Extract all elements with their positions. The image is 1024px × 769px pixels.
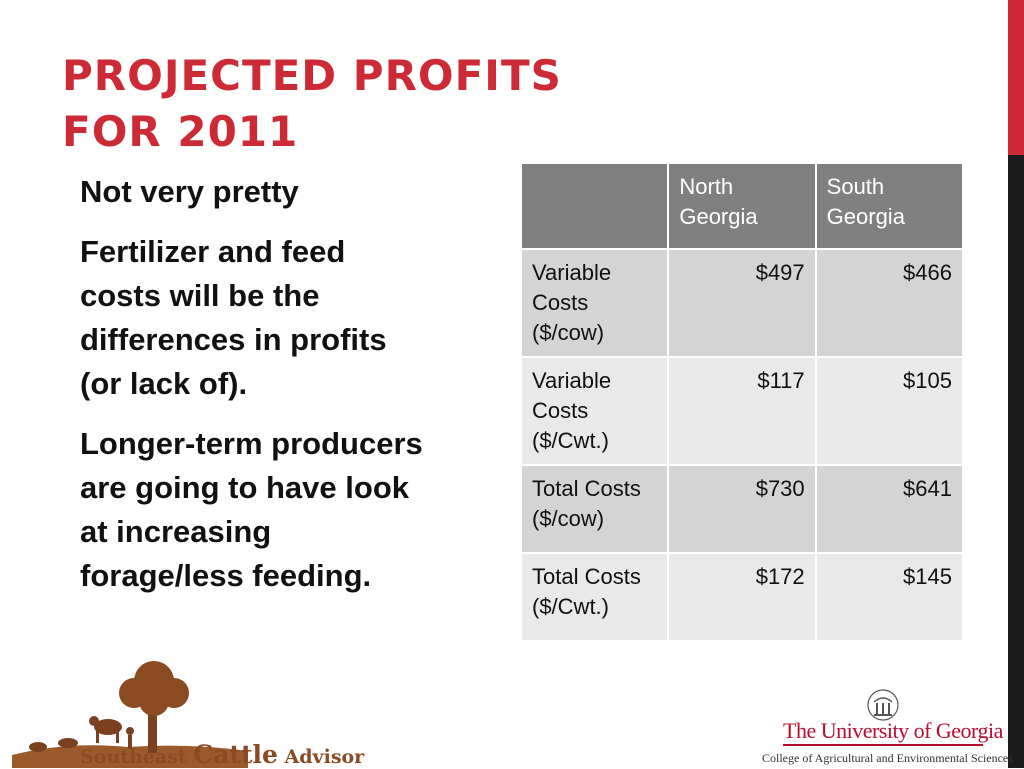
table-header-row: North Georgia South Georgia xyxy=(519,162,965,250)
uga-college: College of Agricultural and Environmenta… xyxy=(762,751,1013,765)
logo-word-cattle: Cattle xyxy=(193,740,278,769)
header-south-georgia: South Georgia xyxy=(814,162,965,250)
table-row: Variable Costs ($/Cwt.) $117 $105 xyxy=(519,356,965,466)
header-north-georgia: North Georgia xyxy=(667,162,817,250)
table-row: Variable Costs ($/cow) $497 $466 xyxy=(519,248,965,358)
north-value: $497 xyxy=(667,248,817,358)
table-row: Total Costs ($/Cwt.) $172 $145 xyxy=(519,552,965,642)
accent-bar-red xyxy=(1008,0,1024,155)
logo-wordmark: Southeast Cattle Advisor xyxy=(80,740,364,769)
bullet-list: Not very pretty Fertilizer and feed cost… xyxy=(80,170,430,614)
south-value: $641 xyxy=(814,464,965,554)
row-label: Total Costs ($/Cwt.) xyxy=(519,552,670,642)
logo-word-advisor: Advisor xyxy=(284,746,365,768)
southeast-cattle-advisor-logo xyxy=(12,661,248,768)
row-label: Variable Costs ($/Cwt.) xyxy=(519,356,670,466)
uga-name: The University of Georgia xyxy=(783,718,1003,743)
header-empty xyxy=(519,162,670,250)
south-value: $145 xyxy=(814,552,965,642)
north-value: $730 xyxy=(667,464,817,554)
title-line-1: PROJECTED PROFITS xyxy=(62,51,562,100)
cost-table: North Georgia South Georgia Variable Cos… xyxy=(519,162,965,642)
row-label: Total Costs ($/cow) xyxy=(519,464,670,554)
bullet-item: Longer-term producers are going to have … xyxy=(80,426,423,593)
title-line-2: FOR 2011 xyxy=(62,107,299,156)
row-label: Variable Costs ($/cow) xyxy=(519,248,670,358)
uga-divider xyxy=(783,744,983,746)
table-row: Total Costs ($/cow) $730 $641 xyxy=(519,464,965,554)
logo-word-southeast: Southeast xyxy=(80,746,187,768)
accent-bar-dark xyxy=(1008,155,1024,768)
slide-title: PROJECTED PROFITS FOR 2011 xyxy=(62,48,762,160)
north-value: $117 xyxy=(667,356,817,466)
bullet-item: Not very pretty xyxy=(80,174,299,209)
south-value: $466 xyxy=(814,248,965,358)
bullet-item: Fertilizer and feed costs will be the di… xyxy=(80,234,387,401)
uga-arch-icon xyxy=(867,689,899,721)
north-value: $172 xyxy=(667,552,817,642)
south-value: $105 xyxy=(814,356,965,466)
